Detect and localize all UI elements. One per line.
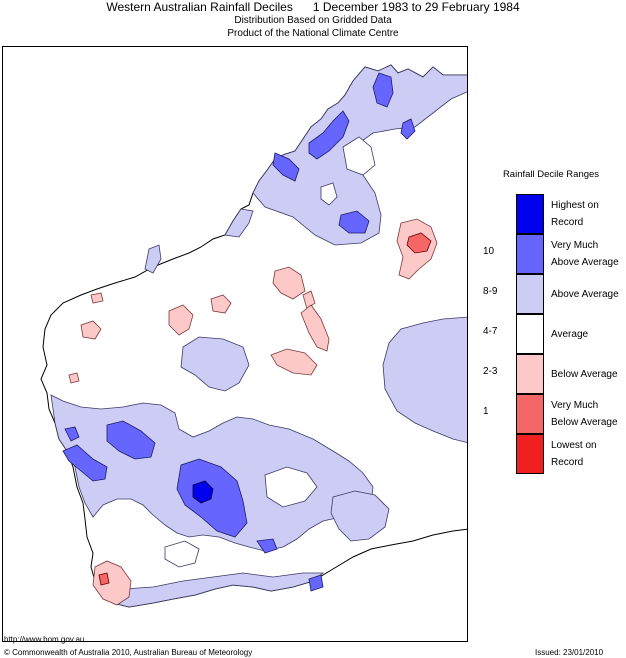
pilbara-small-above-average [144, 244, 162, 274]
kimberley-coast-very-much-above [272, 152, 300, 182]
kimberley-average-small [320, 182, 338, 206]
central-small-below-average [210, 294, 232, 314]
central-north-below-average [168, 304, 194, 336]
kimberley-east-very-much-above [400, 118, 416, 140]
east-above-average [382, 316, 467, 443]
legend-label: Highest on Record [551, 197, 626, 231]
legend-label-line1: Lowest on [551, 440, 597, 451]
southwest-very-much-below [98, 572, 110, 586]
legend-label-line2: Record [551, 457, 584, 468]
legend-label: Very Much Below Average [551, 397, 626, 431]
pilbara-below-average [272, 266, 306, 300]
legend-range: 2-3 [483, 366, 498, 377]
legend-label: Very Much Above Average [551, 237, 626, 271]
legend-label-line1: Average [551, 329, 589, 340]
coast-north-very-much-above [64, 426, 80, 442]
legend-range: 1 [483, 406, 489, 417]
legend-label-line1: Highest on [551, 200, 599, 211]
legend-range: 8-9 [483, 286, 498, 297]
very-much-below-regions [98, 232, 432, 586]
chart-subtitle-distribution: Distribution Based on Gridded Data [234, 15, 392, 26]
legend-label-line2: Above Average [551, 257, 619, 268]
southeast-above-average [330, 490, 390, 542]
legend-range: 10 [483, 246, 495, 257]
footer-copyright: © Commonwealth of Australia 2010, Austra… [4, 648, 253, 657]
legend-swatch [516, 434, 544, 474]
southwest-average-south [164, 540, 200, 568]
legend-label: Below Average [551, 366, 626, 383]
kimberley-average-patch [342, 136, 376, 176]
central-east-below-average [270, 348, 318, 376]
kimberley-south-very-much-above [338, 210, 370, 234]
kimberley-north-very-much-above [372, 72, 394, 108]
very-much-above-regions [62, 72, 416, 592]
chart-subtitle-product: Product of the National Climate Centre [227, 28, 399, 39]
legend-swatch [516, 354, 544, 394]
legend-label-line1: Below Average [551, 369, 618, 380]
legend-label-line2: Record [551, 217, 584, 228]
legend-label-line1: Very Much [551, 240, 599, 251]
highest-on-record-region [192, 480, 214, 504]
southwest-below-average [92, 560, 132, 606]
legend-label: Lowest on Record [551, 437, 626, 471]
midwest-very-much-above [106, 420, 156, 460]
kimberley-coast-above-average [224, 208, 254, 238]
south-coast-above-average [94, 572, 325, 608]
south-very-much-above [256, 538, 278, 554]
footer-issued: Issued: 23/01/2010 [535, 648, 604, 657]
pilbara-west-below-average [90, 292, 104, 304]
kimberley-very-much-below [406, 232, 432, 254]
kimberley-inlet-very-much-above [308, 110, 350, 160]
map-panel [2, 46, 468, 642]
legend-label: Average [551, 326, 626, 343]
pilbara-south-below-average [302, 290, 316, 310]
legend-swatch [516, 194, 544, 234]
legend-title: Rainfall Decile Ranges [502, 169, 600, 180]
legend-swatch [516, 234, 544, 274]
southeast-coast-very-much-above [308, 574, 324, 592]
footer-url[interactable]: http://www.bom.gov.au [4, 635, 85, 644]
legend-label: Above Average [551, 286, 626, 303]
west-below-average [80, 320, 102, 340]
legend-swatch [516, 394, 544, 434]
kimberley-above-average [252, 64, 467, 246]
southwest-average-patch [264, 466, 318, 508]
legend-label-line1: Above Average [551, 289, 619, 300]
chart-title: Western Australian Rainfall Deciles 1 De… [106, 0, 520, 14]
legend-swatch [516, 274, 544, 314]
legend-swatch [516, 314, 544, 354]
wa-rainfall-map [40, 64, 467, 608]
legend-label-line2: Below Average [551, 417, 618, 428]
legend-range: 4-7 [483, 326, 498, 337]
average-holes [164, 136, 376, 568]
midwest-small-below-average [68, 372, 80, 384]
coast-very-much-above [62, 444, 108, 482]
east-below-average [300, 304, 330, 352]
goldfields-very-much-above [176, 458, 248, 538]
legend-label-line1: Very Much [551, 400, 599, 411]
central-above-average [180, 336, 250, 392]
